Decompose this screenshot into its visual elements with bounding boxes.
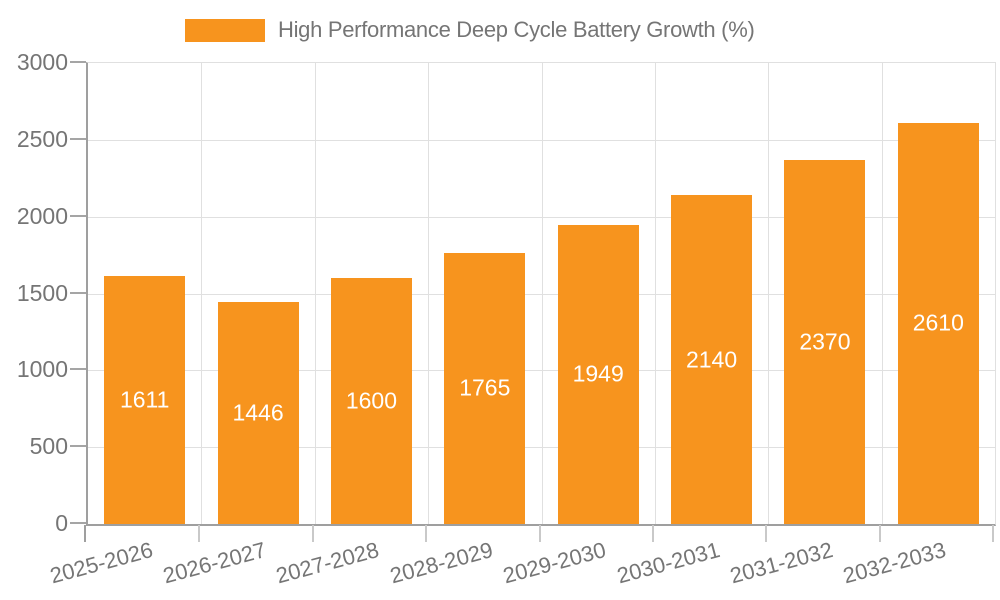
bar-value-label: 1765 xyxy=(459,374,511,401)
bar-2029-2030[interactable]: 1949 xyxy=(557,224,639,524)
legend[interactable]: High Performance Deep Cycle Battery Grow… xyxy=(185,16,755,44)
x-axis-tick xyxy=(538,525,541,542)
x-gridline xyxy=(654,63,656,524)
x-gridline xyxy=(768,63,770,524)
bar-value-label: 1446 xyxy=(232,399,284,426)
bar-value-label: 1949 xyxy=(572,360,624,387)
bar-2031-2032[interactable]: 2370 xyxy=(784,159,866,524)
bar-value-label: 1611 xyxy=(119,386,170,413)
plot-area: 1611 1446 1600 1765 1949 2140 2370 2610 xyxy=(86,62,996,526)
bar-value-label: 2610 xyxy=(912,309,964,336)
x-gridline xyxy=(541,63,543,524)
y-axis-label: 2000 xyxy=(16,202,68,229)
y-axis-label: 1500 xyxy=(16,279,68,306)
y-axis-tick xyxy=(70,61,86,63)
legend-label: High Performance Deep Cycle Battery Grow… xyxy=(278,17,755,42)
bar-value-label: 1600 xyxy=(345,387,398,414)
y-axis-label: 500 xyxy=(29,433,68,460)
x-axis-tick xyxy=(765,525,768,542)
bar-value-label: 2140 xyxy=(685,346,738,373)
bar-2027-2028[interactable]: 1600 xyxy=(330,278,412,524)
y-axis-label: 0 xyxy=(55,510,68,536)
bar-2032-2033[interactable]: 2610 xyxy=(897,122,979,524)
x-gridline xyxy=(881,63,883,524)
x-gridline xyxy=(428,63,430,524)
bar-2030-2031[interactable]: 2140 xyxy=(671,195,753,524)
y-axis-tick xyxy=(70,291,86,294)
bar-2028-2029[interactable]: 1765 xyxy=(444,252,526,524)
x-axis-tick xyxy=(311,525,314,542)
y-axis-tick xyxy=(70,522,86,524)
x-axis-tick xyxy=(651,525,654,542)
x-axis-tick xyxy=(198,525,201,542)
y-axis-label: 2500 xyxy=(16,125,68,152)
x-gridline xyxy=(201,63,203,524)
legend-swatch-icon xyxy=(185,18,265,42)
x-axis-tick xyxy=(425,525,428,542)
bar-value-label: 2370 xyxy=(799,328,851,355)
y-axis-label: 1000 xyxy=(16,356,68,383)
y-axis-tick xyxy=(70,214,86,217)
y-axis-tick xyxy=(70,368,86,371)
x-axis-tick xyxy=(878,525,881,542)
y-axis-tick xyxy=(70,137,86,140)
y-axis-label: 3000 xyxy=(16,49,68,75)
x-axis-tick xyxy=(84,525,86,542)
y-axis-tick xyxy=(70,445,86,448)
x-axis-tick xyxy=(992,525,994,542)
bar-2025-2026[interactable]: 1611 xyxy=(104,276,186,524)
bar-2026-2027[interactable]: 1446 xyxy=(217,301,299,524)
x-gridline xyxy=(314,63,316,524)
